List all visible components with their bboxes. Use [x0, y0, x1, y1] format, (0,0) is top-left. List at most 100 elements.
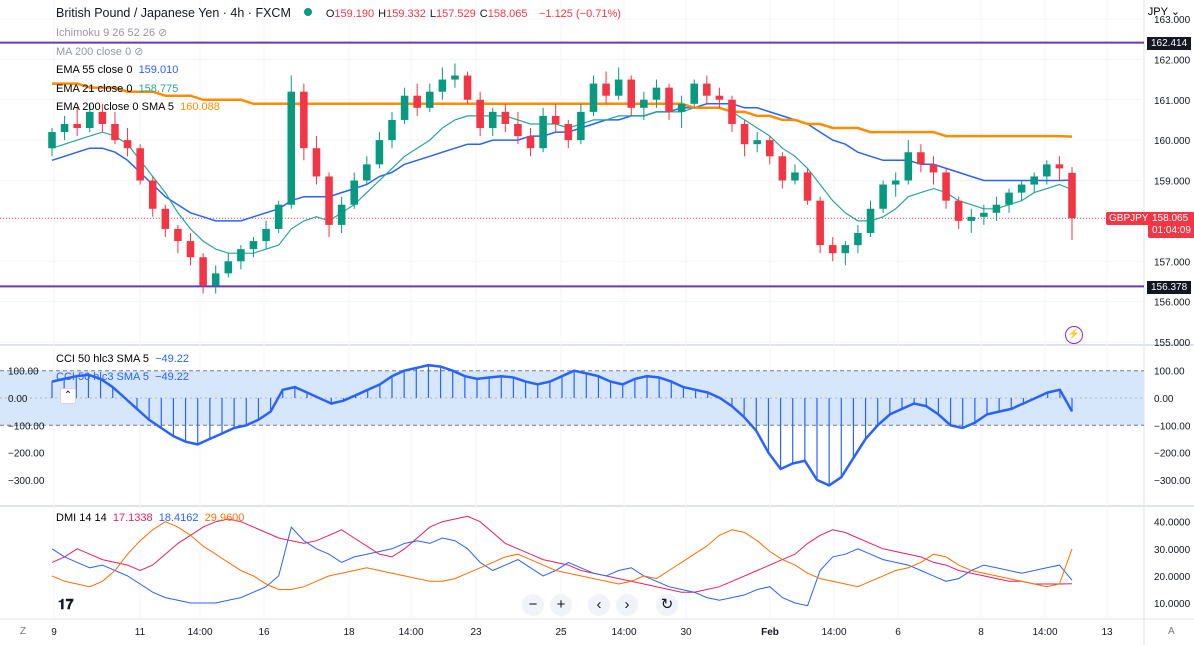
- currency-selector[interactable]: JPY ⌄: [1148, 5, 1180, 18]
- time-tick-label: 11: [135, 627, 146, 638]
- ohlc-key-c: C: [479, 8, 488, 20]
- reset-chart-button[interactable]: ↻: [656, 594, 678, 616]
- candle-body: [262, 228, 270, 242]
- candle-body: [86, 111, 94, 129]
- candle-body: [1005, 192, 1013, 205]
- candle-body: [577, 111, 585, 141]
- dmi-minus-value: 18.4162: [158, 512, 199, 524]
- auto-scale-icon[interactable]: A: [1168, 626, 1175, 637]
- ohlc-values: O159.190 H159.332 L157.529 C158.065: [326, 8, 532, 20]
- ohlc-key-h: H: [378, 8, 387, 20]
- axes: 163.000 162.000 161.000 160.000 159.000 158.0…: [8, 15, 1191, 638]
- ichimoku-legend[interactable]: Ichimoku 9 26 52 26 ⊘: [56, 26, 167, 39]
- candle-body: [526, 136, 535, 149]
- ema200-legend[interactable]: EMA 200 close 0 SMA 5 160.088: [56, 101, 220, 113]
- last-price: 158.065: [1152, 213, 1189, 224]
- cci-tick-label-left: −200.00: [8, 449, 45, 460]
- candle-body: [224, 261, 233, 274]
- price-tick-label: 157.000: [1154, 257, 1191, 268]
- time-tick-label: 25: [555, 627, 567, 638]
- cci-tick-label-left: −300.00: [8, 476, 45, 487]
- ema55-value: 159.010: [138, 64, 179, 76]
- zoom-out-button[interactable]: −: [522, 594, 544, 616]
- timezone-icon[interactable]: Z: [20, 626, 27, 637]
- tradingview-logo: 𝟏𝟕: [58, 596, 74, 612]
- candle-body: [1043, 164, 1051, 177]
- candle-body: [589, 83, 598, 112]
- candle-body: [211, 273, 220, 286]
- ma200-legend[interactable]: MA 200 close 0 ⊘: [56, 45, 144, 58]
- live-dot-icon: [304, 8, 313, 16]
- time-tick-label: Feb: [761, 627, 779, 638]
- candle-body: [1030, 176, 1038, 185]
- candle-body: [388, 119, 396, 141]
- candle-body: [803, 172, 812, 201]
- currency-label: JPY: [1147, 6, 1168, 18]
- cci-tick-label: −300.00: [1154, 476, 1191, 487]
- collapse-legend-icon[interactable]: ⌃: [60, 388, 76, 404]
- eye-off-icon[interactable]: ⊘: [158, 27, 168, 39]
- dmi-tick-label: 20.0000: [1154, 572, 1191, 583]
- ohlc-key-l: L: [429, 8, 436, 20]
- bar-countdown: 01:04:09: [1152, 225, 1191, 236]
- candle-body: [1017, 184, 1026, 193]
- time-tick-label: 14:00: [611, 627, 636, 638]
- scroll-right-button[interactable]: ›: [616, 594, 638, 616]
- candle-body: [954, 200, 963, 221]
- candle-body: [451, 75, 459, 80]
- candle-body: [438, 79, 447, 92]
- candle-body: [602, 83, 610, 96]
- candle-body: [992, 204, 1001, 213]
- ema21-legend[interactable]: EMA 21 close 0 158.775: [56, 83, 178, 95]
- ema200-value: 160.088: [180, 101, 220, 113]
- dmi-label: DMI 14 14: [56, 512, 107, 524]
- chart-title: British Pound / Japanese Yen · 4h · FXCM…: [56, 6, 621, 20]
- time-tick-label: 6: [895, 627, 901, 638]
- cci-label: CCI 50 hlc3 SMA 5: [56, 353, 149, 365]
- series-line-ema21: [51, 107, 1073, 254]
- zoom-in-button[interactable]: +: [550, 594, 572, 616]
- candle-body: [879, 184, 887, 209]
- candle-body: [551, 115, 560, 124]
- ema21-label: EMA 21 close 0: [56, 83, 133, 95]
- candle-body: [728, 99, 736, 124]
- ema55-legend[interactable]: EMA 55 close 0 159.010: [56, 64, 178, 76]
- candle-body: [1055, 164, 1064, 169]
- dmi-pane[interactable]: [51, 515, 1073, 607]
- time-tick-label: 23: [470, 627, 482, 638]
- eye-off-icon[interactable]: ⊘: [134, 46, 144, 58]
- candle-body: [690, 83, 698, 104]
- lightning-icon[interactable]: ⚡: [1065, 326, 1083, 344]
- series-line-ema200: [52, 82, 1073, 138]
- cci-legend[interactable]: CCI 50 hlc3 SMA 5 −49.22: [56, 353, 189, 365]
- candle-body: [942, 172, 950, 201]
- candle-body: [816, 200, 824, 246]
- ohlc-value-c: 158.065: [487, 8, 528, 20]
- candle-body: [426, 91, 434, 108]
- cci-tick-label-left: −100.00: [8, 421, 45, 432]
- time-tick-label: 8: [978, 627, 984, 638]
- candle-body: [186, 241, 195, 258]
- candle-body: [766, 140, 774, 157]
- candle-body: [791, 172, 799, 181]
- candle-body: [136, 148, 144, 181]
- lower-level-tag: 156.378: [1147, 281, 1192, 294]
- candle-body: [161, 208, 170, 229]
- cci-pane[interactable]: [0, 363, 1144, 487]
- scroll-left-button[interactable]: ‹: [588, 594, 610, 616]
- candle-body: [614, 79, 623, 96]
- ohlc-value-l: 157.529: [436, 8, 476, 20]
- candle-body: [413, 95, 421, 108]
- time-tick-label: 14:00: [398, 627, 423, 638]
- dmi-legend[interactable]: DMI 14 14 17.1338 18.4162 29.9600: [56, 512, 244, 524]
- candle-body: [111, 123, 119, 141]
- price-pane[interactable]: [0, 41, 1144, 294]
- candle-body: [929, 164, 938, 173]
- cci-value-echo: −49.22: [155, 371, 190, 383]
- dmi-adx-value: 29.9600: [204, 512, 245, 524]
- candle-body: [501, 111, 510, 124]
- cci-line: [51, 363, 1074, 487]
- candle-body: [148, 180, 157, 209]
- candle-body: [652, 87, 661, 100]
